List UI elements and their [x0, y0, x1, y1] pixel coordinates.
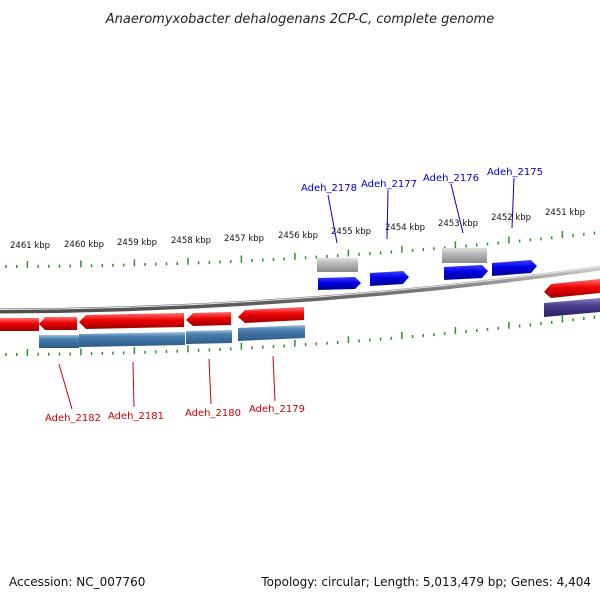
cds-box: [79, 332, 185, 347]
label-leader-adeh-2177: [386, 189, 389, 240]
label-leader-adeh-2175: [511, 177, 515, 229]
gene-arrow-adeh-2175[interactable]: [492, 260, 537, 276]
cds-box: [39, 335, 79, 348]
label-leader-adeh-2182: [58, 363, 73, 410]
gene-arrow-adeh-2177[interactable]: [370, 271, 409, 286]
kbp-label-2453: 2453 kbp: [438, 219, 478, 229]
genome-summary-text: Topology: circular; Length: 5,013,479 bp…: [260, 575, 591, 589]
kbp-label-2457: 2457 kbp: [224, 234, 264, 244]
gene-label-adeh-2178[interactable]: Adeh_2178: [301, 183, 357, 194]
gene-arrow-adeh-2178[interactable]: [318, 277, 361, 290]
gene-label-adeh-2176[interactable]: Adeh_2176: [423, 173, 479, 184]
gene-arrow-adeh-2182[interactable]: [39, 317, 77, 330]
genome-backbone-highlight: [0, 266, 600, 310]
cds-box: [238, 325, 305, 341]
rna-box: [442, 248, 487, 263]
kbp-labels: 2461 kbp 2460 kbp 2459 kbp 2458 kbp 2457…: [10, 208, 585, 251]
kbp-label-2460: 2460 kbp: [64, 240, 104, 250]
kbp-label-2461: 2461 kbp: [10, 241, 50, 251]
gene-label-adeh-2177[interactable]: Adeh_2177: [361, 179, 417, 190]
gene-label-adeh-2182[interactable]: Adeh_2182: [45, 413, 101, 424]
rna-box: [317, 258, 358, 272]
label-leader-adeh-2181: [132, 361, 135, 408]
label-leader-adeh-2179: [272, 355, 276, 402]
cds-box: [186, 330, 232, 344]
gene-arrow-adeh-2181[interactable]: [79, 313, 184, 329]
gene-label-adeh-2181[interactable]: Adeh_2181: [108, 411, 164, 422]
gene-arrow-left-partial[interactable]: [0, 318, 39, 331]
kbp-label-2454: 2454 kbp: [385, 223, 425, 233]
gene-label-adeh-2179[interactable]: Adeh_2179: [249, 404, 305, 415]
gene-arrow-adeh-2176[interactable]: [444, 265, 488, 280]
kbp-label-2458: 2458 kbp: [171, 236, 211, 246]
kbp-label-2456: 2456 kbp: [278, 231, 318, 241]
label-leader-adeh-2178: [327, 194, 338, 244]
gene-arrow-adeh-2179[interactable]: [238, 307, 304, 323]
tick-row-bottom: [5, 315, 596, 356]
label-leader-adeh-2180: [208, 358, 212, 405]
label-leader-adeh-2176: [450, 183, 464, 234]
genome-title: Anaeromyxobacter dehalogenans 2CP-C, com…: [105, 12, 494, 27]
gene-label-adeh-2175[interactable]: Adeh_2175: [487, 167, 543, 178]
gene-label-adeh-2180[interactable]: Adeh_2180: [185, 408, 241, 419]
kbp-label-2452: 2452 kbp: [491, 213, 531, 223]
kbp-label-2459: 2459 kbp: [117, 238, 157, 248]
cds-box-dark: [544, 298, 600, 317]
accession-text: Accession: NC_007760: [9, 575, 145, 589]
genome-backbone: [0, 265, 600, 314]
gene-arrow-adeh-2180[interactable]: [186, 312, 231, 326]
tick-row-top: [5, 231, 596, 268]
gene-arrow-right-partial[interactable]: [544, 279, 600, 298]
kbp-label-2455: 2455 kbp: [331, 227, 371, 237]
kbp-label-2451: 2451 kbp: [545, 208, 585, 218]
